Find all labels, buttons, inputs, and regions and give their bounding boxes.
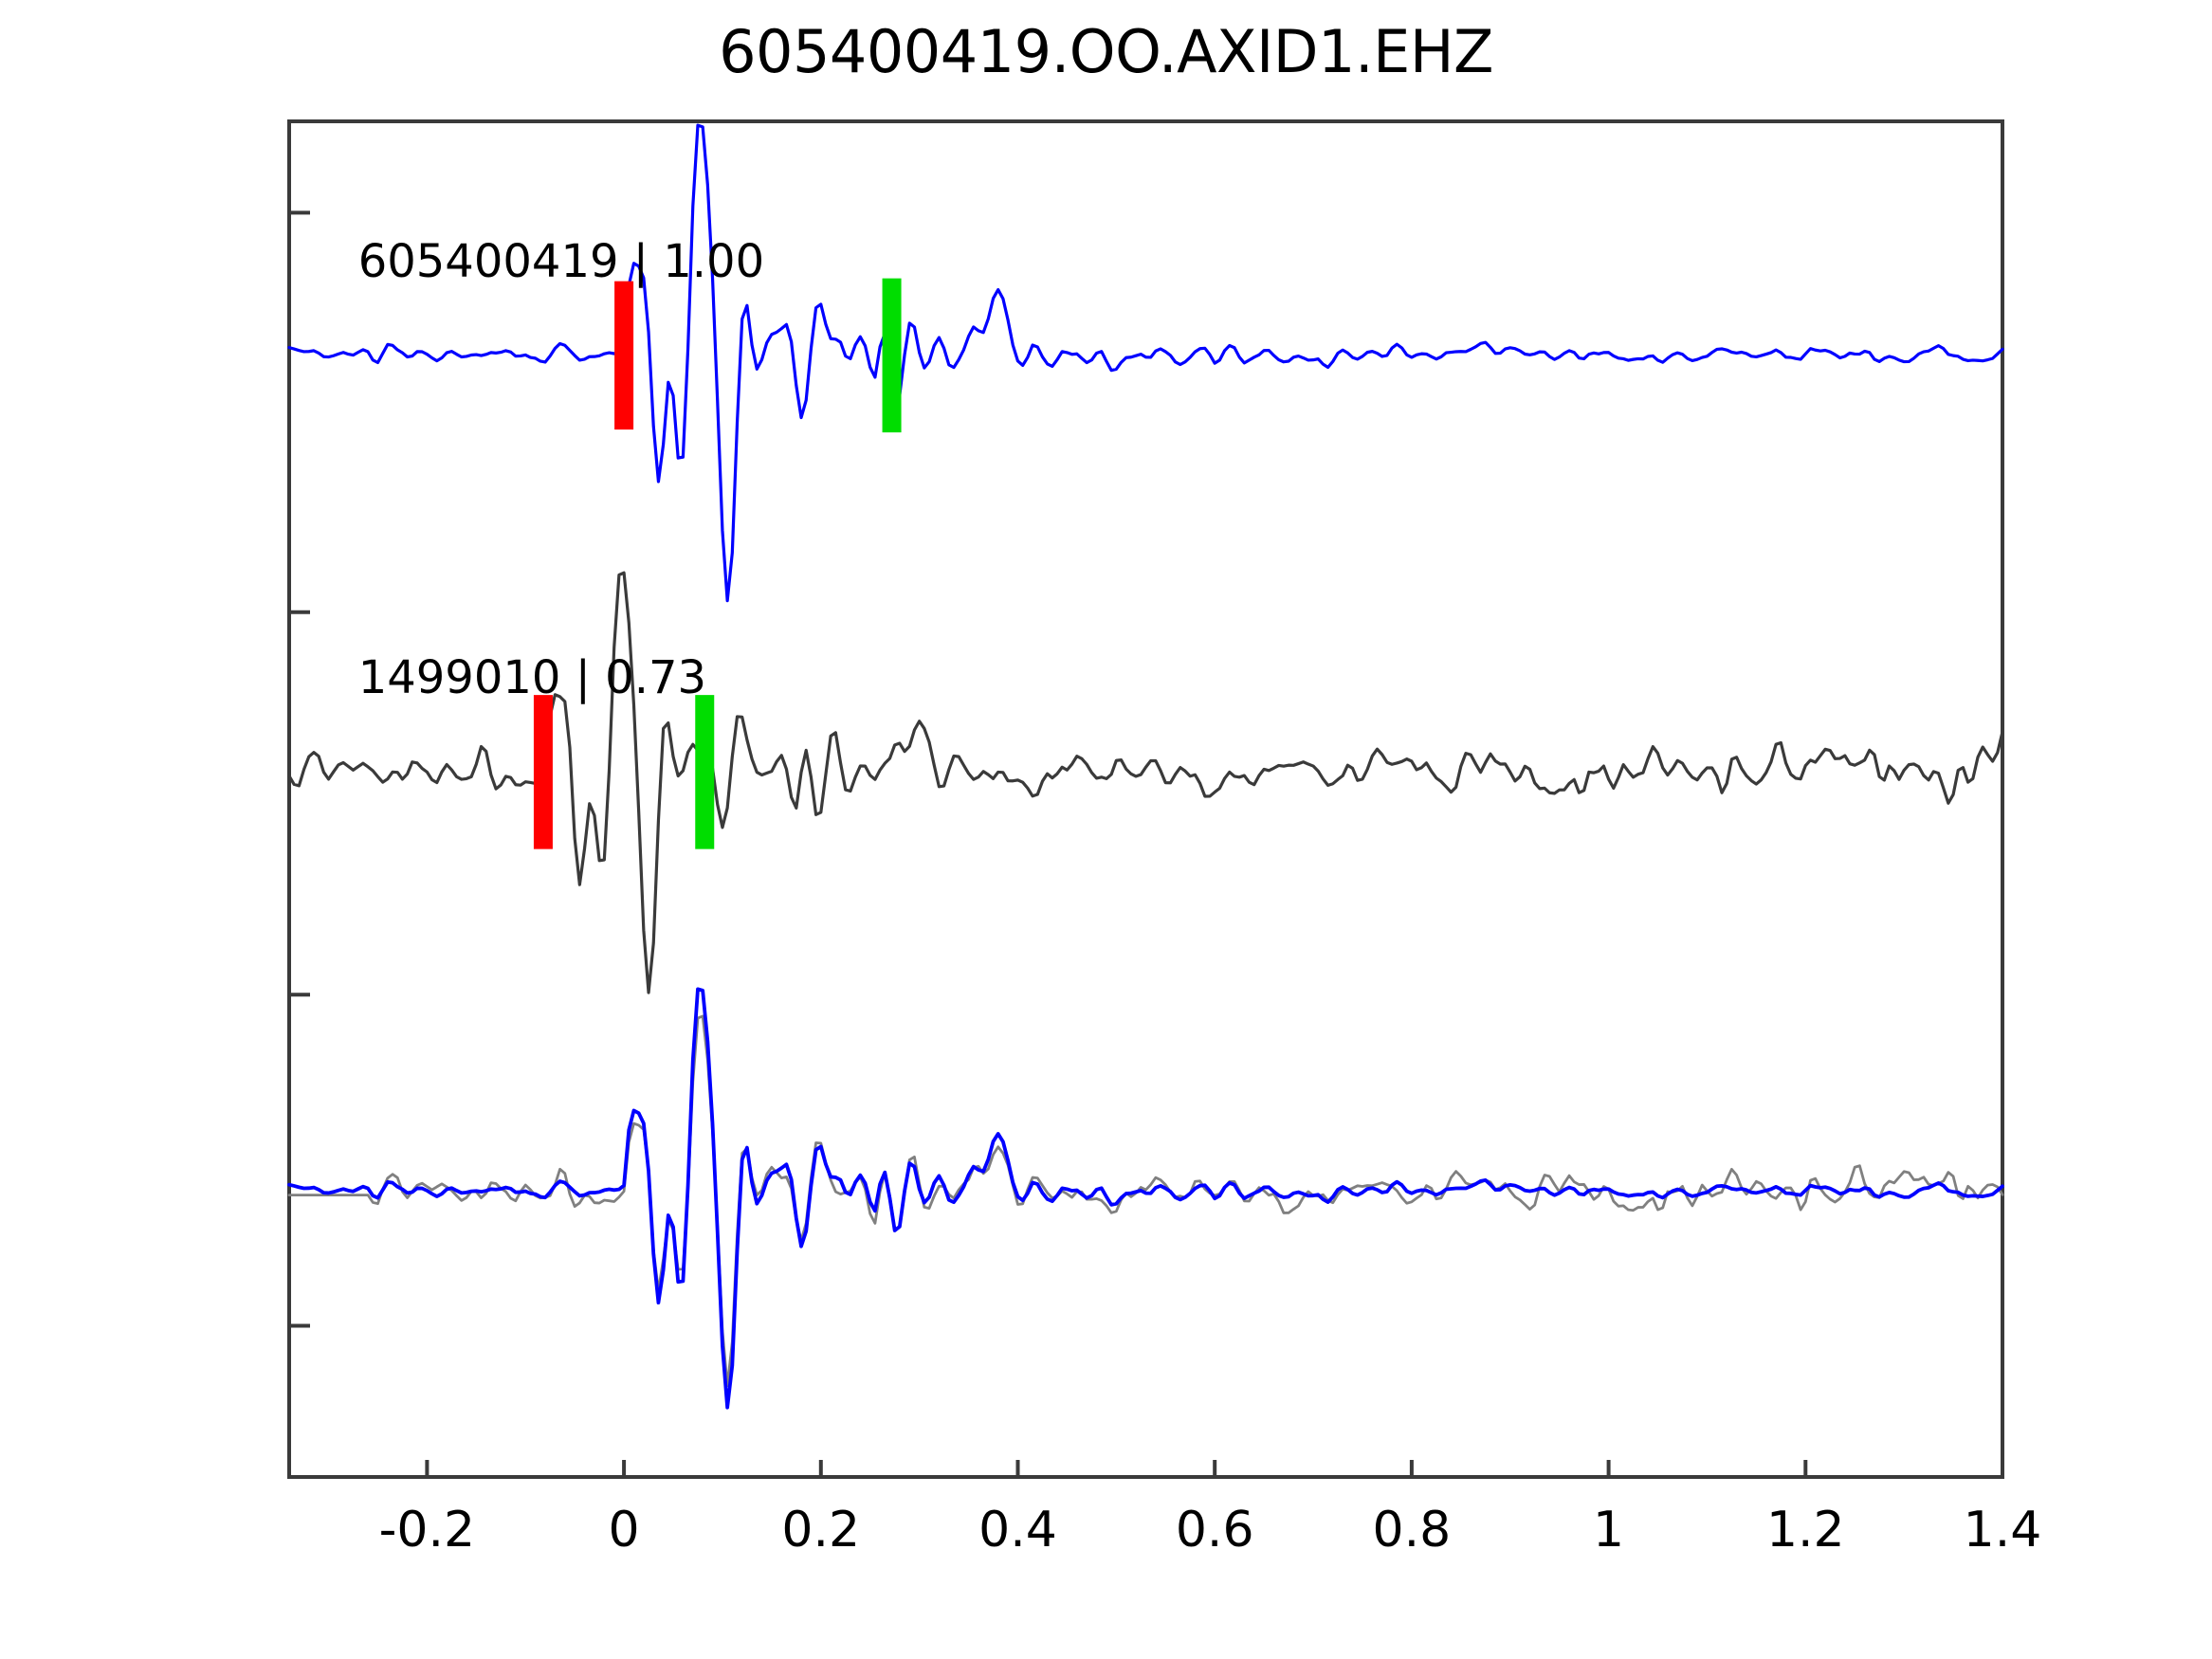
- x-tick-label: 0.8: [1372, 1502, 1452, 1559]
- axes-frame: [287, 119, 2004, 1479]
- axis-ticks: [289, 210, 2004, 1477]
- x-tick-label: 0.2: [781, 1502, 861, 1559]
- x-tick-label: 1: [1593, 1502, 1625, 1559]
- x-tick-label: 0: [608, 1502, 640, 1559]
- x-tick-label: 0.6: [1175, 1502, 1254, 1559]
- x-tick-label: 0.4: [978, 1502, 1057, 1559]
- x-tick-label: -0.2: [378, 1502, 476, 1559]
- x-tick-label: 1.4: [1963, 1502, 2042, 1559]
- trace-detection-event: [287, 571, 2004, 994]
- x-tick-label: 1.2: [1765, 1502, 1845, 1559]
- waveform-traces: [287, 123, 2004, 1410]
- trace-label-1: 605400419 | 1.00: [357, 234, 765, 288]
- trace-overlay-template: [287, 987, 2004, 1410]
- trace-overlay-detection: [287, 1014, 2004, 1388]
- page-title: 605400419.OO.AXID1.EHZ: [719, 17, 1493, 86]
- pick-markers: [533, 278, 902, 849]
- trace-template-event: [287, 123, 2004, 603]
- trace-label-2: 1499010 | 0.73: [357, 651, 707, 705]
